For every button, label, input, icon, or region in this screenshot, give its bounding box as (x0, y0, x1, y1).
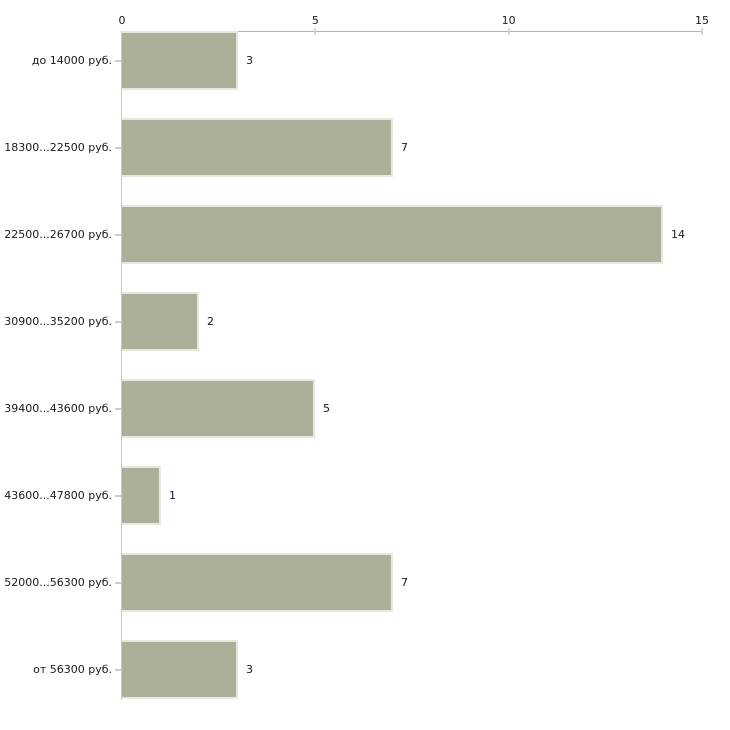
category-label: 22500...26700 руб. (4, 228, 112, 241)
x-tick-mark (507, 28, 510, 35)
value-label: 2 (207, 315, 214, 328)
category-tick-mark (115, 146, 121, 149)
value-label: 7 (401, 576, 408, 589)
category-tick-mark (115, 233, 121, 236)
category-label: до 14000 руб. (31, 54, 112, 67)
category-label: от 56300 руб. (33, 663, 112, 676)
category-tick-mark (115, 668, 121, 671)
bar (122, 553, 393, 612)
x-tick-label: 0 (118, 14, 126, 27)
category-label: 52000...56300 руб. (4, 576, 112, 589)
bar (122, 118, 393, 177)
x-tick-mark (314, 28, 317, 35)
value-label: 7 (401, 141, 408, 154)
category-tick-mark (115, 407, 121, 410)
category-tick-mark (115, 320, 121, 323)
x-tick-label: 5 (311, 14, 319, 27)
category-label: 18300...22500 руб. (4, 141, 112, 154)
x-tick-mark (701, 28, 703, 35)
bar (122, 379, 315, 438)
bar (122, 31, 238, 90)
bar (122, 292, 199, 351)
bar (122, 205, 663, 264)
x-tick-label: 10 (501, 14, 516, 27)
category-tick-mark (115, 494, 121, 497)
category-label: 43600...47800 руб. (4, 489, 112, 502)
value-label: 5 (323, 402, 330, 415)
x-axis-line (122, 31, 703, 32)
y-axis-line (121, 31, 122, 700)
x-tick-label: 15 (695, 14, 709, 27)
category-label: 39400...43600 руб. (4, 402, 112, 415)
bar (122, 466, 161, 525)
value-label: 3 (246, 54, 253, 67)
value-label: 14 (671, 228, 685, 241)
value-label: 3 (246, 663, 253, 676)
category-tick-mark (115, 59, 121, 62)
bar (122, 640, 238, 699)
category-label: 30900...35200 руб. (4, 315, 112, 328)
category-tick-mark (115, 581, 121, 584)
value-label: 1 (169, 489, 176, 502)
